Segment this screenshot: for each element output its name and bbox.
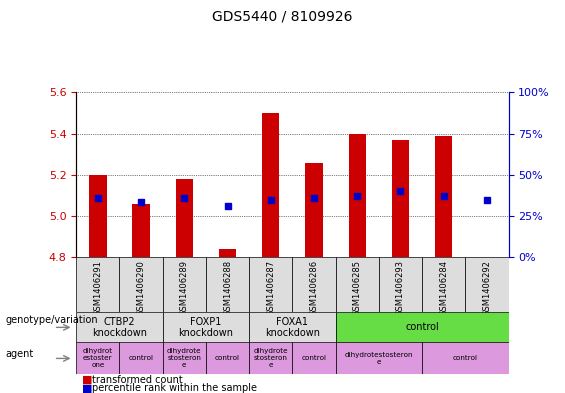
Bar xyxy=(392,140,409,257)
Bar xyxy=(336,257,379,312)
Text: GSM1406287: GSM1406287 xyxy=(266,260,275,316)
Text: control: control xyxy=(215,355,240,361)
Bar xyxy=(422,257,466,312)
Text: GSM1406292: GSM1406292 xyxy=(483,260,492,316)
Bar xyxy=(249,342,293,374)
Bar xyxy=(435,136,453,257)
Bar xyxy=(219,249,236,257)
Bar xyxy=(89,175,107,257)
Text: GSM1406293: GSM1406293 xyxy=(396,260,405,316)
Bar xyxy=(293,257,336,312)
Text: CTBP2
knockdown: CTBP2 knockdown xyxy=(92,317,147,338)
Text: control: control xyxy=(129,355,154,361)
Bar xyxy=(336,312,508,343)
Bar xyxy=(336,342,422,374)
Bar xyxy=(379,257,422,312)
Bar xyxy=(422,342,508,374)
Text: dihydrote
stosteron
e: dihydrote stosteron e xyxy=(167,348,202,368)
Bar xyxy=(206,257,249,312)
Text: GDS5440 / 8109926: GDS5440 / 8109926 xyxy=(212,10,353,24)
Text: GSM1406291: GSM1406291 xyxy=(93,260,102,316)
Text: FOXA1
knockdown: FOXA1 knockdown xyxy=(265,317,320,338)
Bar xyxy=(163,342,206,374)
Bar xyxy=(249,257,293,312)
Text: GSM1406290: GSM1406290 xyxy=(137,260,146,316)
Bar xyxy=(132,204,150,257)
Text: ■: ■ xyxy=(82,383,93,393)
Text: dihydrot
estoster
one: dihydrot estoster one xyxy=(83,348,113,368)
Text: genotype/variation: genotype/variation xyxy=(6,315,98,325)
Text: percentile rank within the sample: percentile rank within the sample xyxy=(92,383,257,393)
Text: GSM1406285: GSM1406285 xyxy=(353,260,362,316)
Text: GSM1406284: GSM1406284 xyxy=(439,260,448,316)
Text: GSM1406286: GSM1406286 xyxy=(310,260,319,316)
Text: dihydrote
stosteron
e: dihydrote stosteron e xyxy=(254,348,288,368)
Text: control: control xyxy=(302,355,327,361)
Text: dihydrotestosteron
e: dihydrotestosteron e xyxy=(345,351,413,365)
Text: transformed count: transformed count xyxy=(92,375,183,385)
Text: ■: ■ xyxy=(82,375,93,385)
Bar xyxy=(206,342,249,374)
Bar xyxy=(163,312,249,343)
Bar xyxy=(176,179,193,257)
Text: GSM1406288: GSM1406288 xyxy=(223,260,232,316)
Bar xyxy=(120,342,163,374)
Bar xyxy=(293,342,336,374)
Bar xyxy=(262,113,280,257)
Bar xyxy=(305,162,323,257)
Bar xyxy=(76,342,120,374)
Text: agent: agent xyxy=(6,349,34,360)
Bar xyxy=(120,257,163,312)
Bar xyxy=(466,257,509,312)
Bar xyxy=(249,312,336,343)
Text: FOXP1
knockdown: FOXP1 knockdown xyxy=(179,317,233,338)
Bar xyxy=(76,312,163,343)
Bar xyxy=(76,257,120,312)
Text: control: control xyxy=(405,322,439,332)
Bar xyxy=(163,257,206,312)
Bar xyxy=(349,134,366,257)
Text: control: control xyxy=(453,355,478,361)
Text: GSM1406289: GSM1406289 xyxy=(180,260,189,316)
